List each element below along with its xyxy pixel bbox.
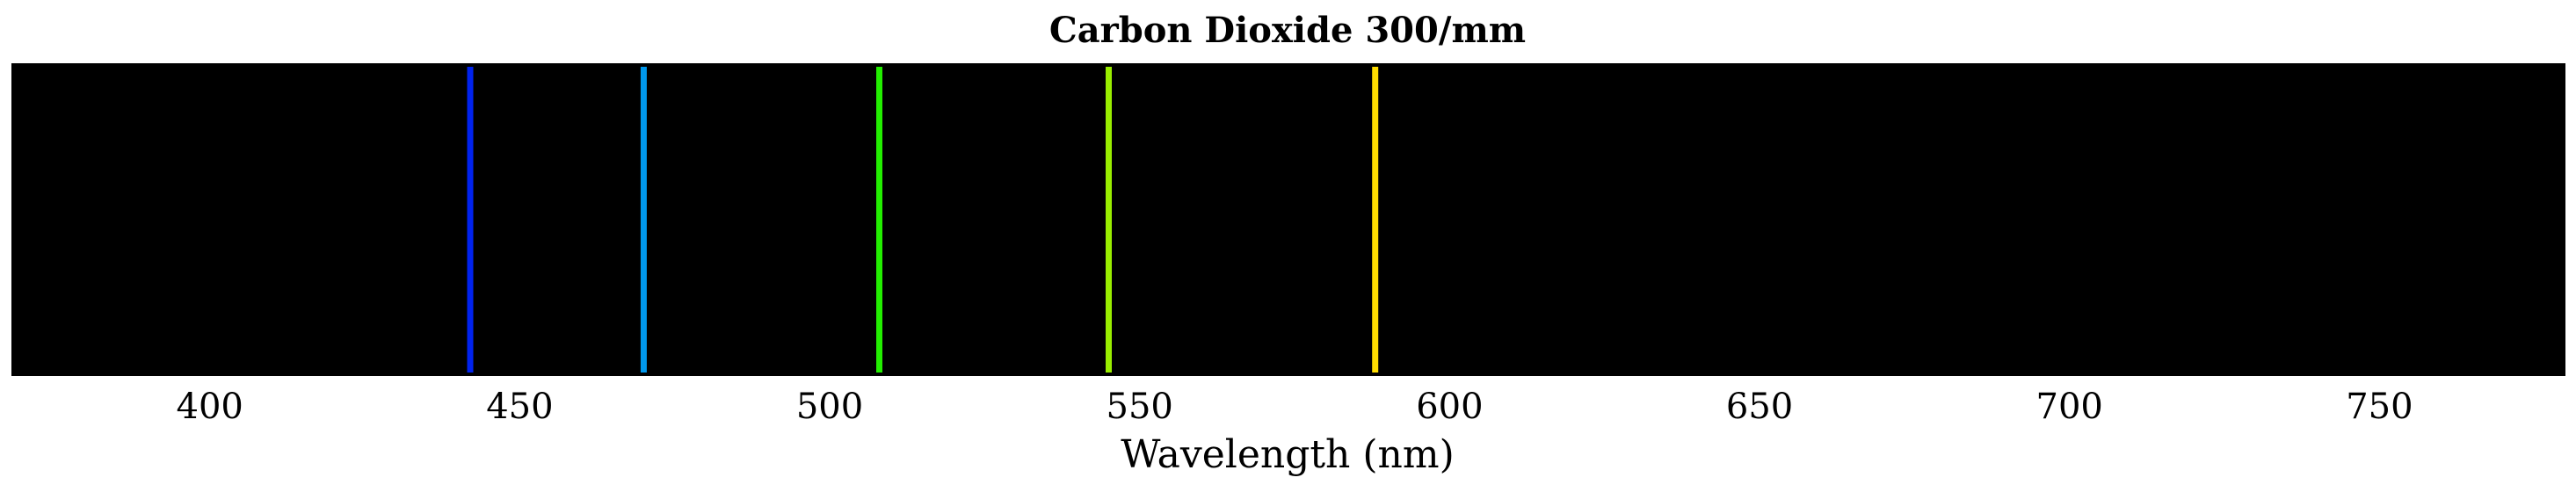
x-tick-label: 650	[1726, 387, 1793, 427]
x-axis-ticks: 400 450 500 550 600 650 700 750	[177, 387, 2413, 427]
emission-line-442	[467, 67, 474, 373]
x-tick-label: 500	[796, 387, 863, 427]
spectrum-plot-area	[11, 63, 2565, 376]
x-tick-label: 450	[486, 387, 553, 427]
emission-line-545	[1106, 67, 1112, 373]
x-tick-label: 700	[2036, 387, 2103, 427]
x-tick-label: 600	[1416, 387, 1483, 427]
emission-line-470	[640, 67, 647, 373]
emission-lines	[467, 67, 1379, 373]
emission-line-508	[876, 67, 882, 373]
x-tick-label: 550	[1107, 387, 1173, 427]
x-axis-label: Wavelength (nm)	[1121, 432, 1455, 477]
x-tick-label: 750	[2346, 387, 2413, 427]
chart-title: Carbon Dioxide 300/mm	[1049, 10, 1526, 51]
emission-line-588	[1372, 67, 1379, 373]
x-tick-label: 400	[177, 387, 243, 427]
